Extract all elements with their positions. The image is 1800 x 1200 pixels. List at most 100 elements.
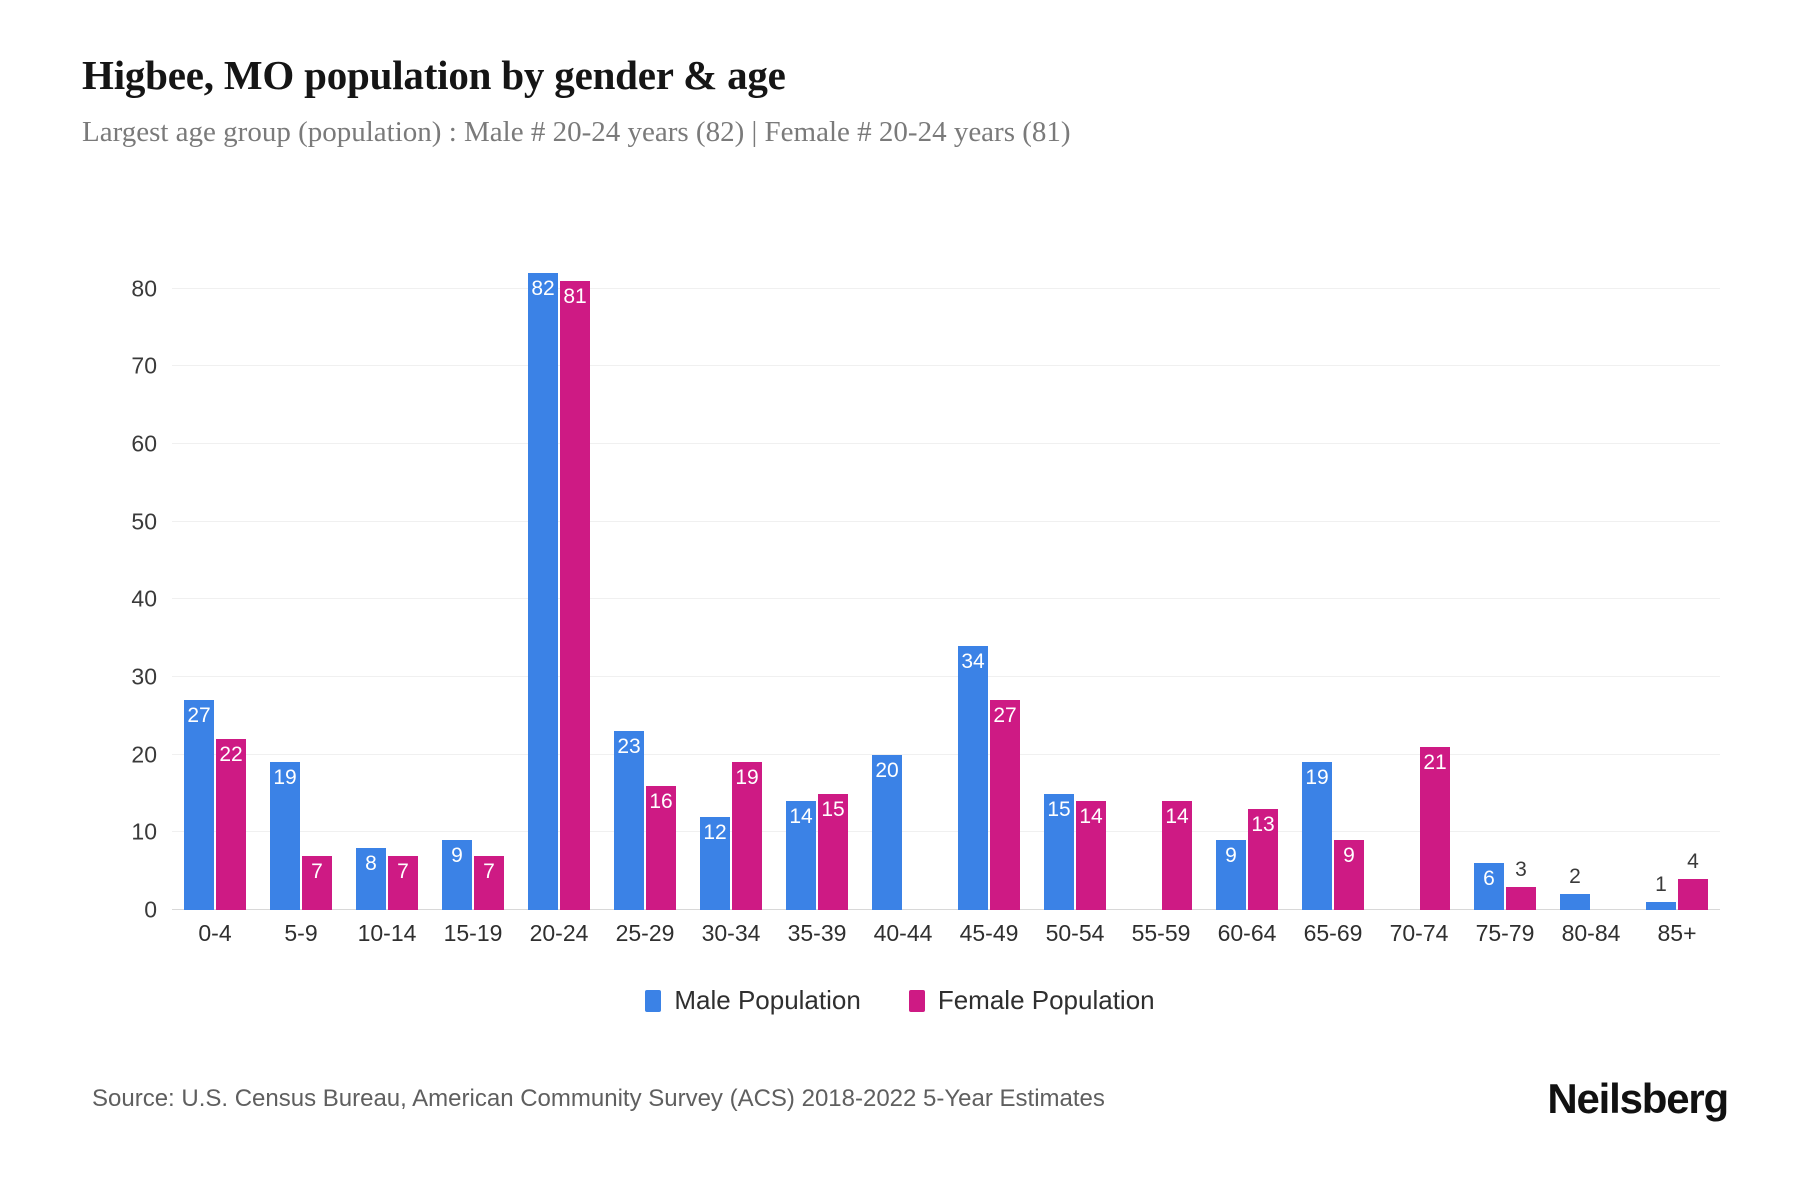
brand-logo: Neilsberg [1547,1075,1729,1122]
bar-female[interactable]: 4 [1678,851,1708,910]
x-tick-label: 10-14 [357,920,417,946]
bar-female[interactable]: 7 [302,855,332,910]
gridline [172,365,1720,367]
bar-male[interactable]: 1 [1646,874,1676,910]
page-title: Higbee, MO population by gender & age [82,52,786,98]
bar-male[interactable]: 34 [958,646,988,910]
bar-value-label: 1 [1655,873,1667,897]
bar-female[interactable]: 14 [1076,801,1106,910]
bar-male[interactable]: 8 [356,847,386,910]
bar-female[interactable]: 3 [1506,859,1536,910]
x-axis: 0-4 5-9 10-14 15-19 20-24 25-29 30-34 35-39 40-4… [172,920,1720,947]
bar-female[interactable]: 7 [388,855,418,910]
bar-value-label: 7 [397,859,409,883]
bar-male[interactable]: 23 [614,731,644,910]
bar-female[interactable]: 15 [818,793,848,910]
bar-male[interactable]: 12 [700,816,730,910]
x-tick-label: 85+ [1657,920,1697,946]
x-tick-label: 60-64 [1217,920,1277,946]
bar-female[interactable]: 27 [990,700,1020,910]
bar-value-label: 19 [1305,766,1329,790]
bar-male[interactable]: 27 [184,700,214,910]
bar-value-label: 12 [703,820,727,844]
bar-value-label: 20 [875,758,899,782]
bar-male[interactable]: 9 [1216,840,1246,910]
plot-area: 0 10 20 30 40 50 60 70 80 27 22 19 7 8 7 9 7 82 81 23 16 12 1… [0,250,1800,946]
legend-item[interactable]: Female Population [908,985,1155,1016]
gridline [172,598,1720,600]
bar-female[interactable]: 21 [1420,746,1450,910]
bar-value-label: 13 [1251,813,1275,837]
gridline [172,676,1720,678]
x-tick-label: 40-44 [873,920,933,946]
bar-male[interactable]: 14 [786,801,816,910]
bar-male[interactable]: 2 [1560,866,1590,910]
x-tick-label: 75-79 [1475,920,1535,946]
bar-value-label: 9 [1343,844,1355,868]
bar-group: 34 27 [946,250,1032,910]
bar-value-label: 7 [483,859,495,883]
bar-female[interactable]: 7 [474,855,504,910]
bar-groups: 27 22 19 7 8 7 9 7 82 81 23 16 12 19 14 15 20 34 27 15 14 14 9… [172,250,1720,910]
y-tick-label: 80 [131,275,157,302]
chart-legend: Male Population Female Population [0,985,1800,1016]
bar-group: 23 16 [602,250,688,910]
bar-value-label: 14 [1079,805,1103,829]
bar-group: 19 7 [258,250,344,910]
bar-group: 2 [1548,250,1634,910]
x-tick-label: 25-29 [615,920,675,946]
bar-group: 14 15 [774,250,860,910]
bar-female[interactable]: 13 [1248,809,1278,910]
bar-male[interactable]: 6 [1474,863,1504,910]
bar-female[interactable]: 16 [646,785,676,910]
bar-value-label: 4 [1687,849,1699,873]
bar-value-label: 6 [1483,867,1495,891]
bar-female[interactable]: 9 [1334,840,1364,910]
x-tick-label: 50-54 [1045,920,1105,946]
bar-value-label: 9 [451,844,463,868]
legend-label: Male Population [674,985,861,1015]
x-tick-label: 20-24 [529,920,589,946]
bar-value-label: 8 [365,851,377,875]
x-tick-label: 30-34 [701,920,761,946]
x-tick-label: 70-74 [1389,920,1449,946]
bar-group: 19 9 [1290,250,1376,910]
gridline [172,520,1720,522]
bar-group: 9 13 [1204,250,1290,910]
gridline [172,287,1720,289]
legend-item[interactable]: Male Population [645,985,861,1016]
x-tick-label: 5-9 [284,920,318,946]
y-tick-label: 60 [131,430,157,457]
bar-female[interactable]: 14 [1162,801,1192,910]
bar-male[interactable]: 19 [270,762,300,910]
y-axis: 0 10 20 30 40 50 60 70 80 [95,250,157,922]
bar-value-label: 81 [563,285,587,309]
bar-value-label: 3 [1515,857,1527,881]
bar-male[interactable]: 15 [1044,793,1074,910]
bar-female[interactable]: 81 [560,281,590,910]
x-tick-label: 35-39 [787,920,847,946]
legend-swatch-icon [645,989,662,1012]
bar-male[interactable]: 19 [1302,762,1332,910]
y-tick-label: 70 [131,352,157,379]
bar-value-label: 21 [1423,750,1447,774]
bar-value-label: 23 [617,735,641,759]
bar-value-label: 27 [187,704,211,728]
x-tick-label: 0-4 [198,920,232,946]
bar-female[interactable]: 19 [732,762,762,910]
bar-group: 20 [860,250,946,910]
bar-value-label: 2 [1569,865,1581,889]
y-tick-label: 50 [131,508,157,535]
bar-male[interactable]: 82 [528,273,558,910]
x-tick-label: 65-69 [1303,920,1363,946]
source-note: Source: U.S. Census Bureau, American Com… [92,1085,1105,1112]
bar-male[interactable]: 9 [442,840,472,910]
x-tick-label: 45-49 [959,920,1019,946]
bar-group: 15 14 [1032,250,1118,910]
bar-male[interactable]: 20 [872,754,902,910]
bar-female[interactable]: 22 [216,739,246,910]
